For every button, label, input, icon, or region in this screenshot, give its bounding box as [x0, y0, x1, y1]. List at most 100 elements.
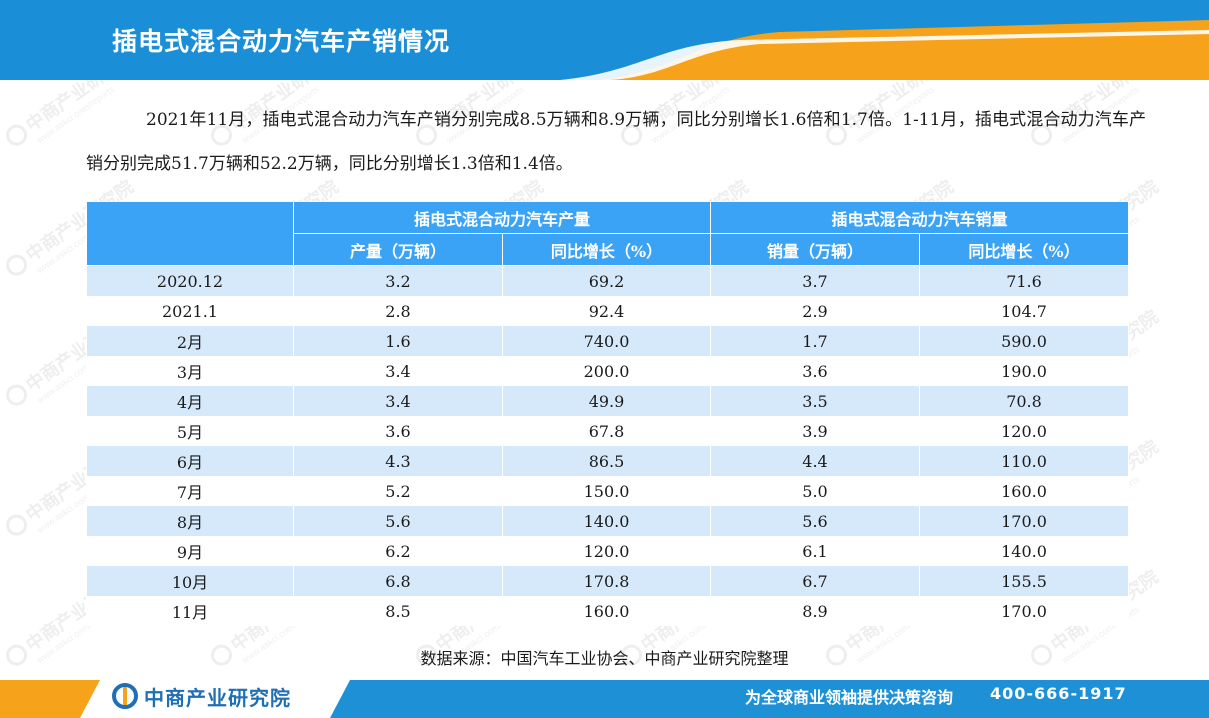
- page-header: 插电式混合动力汽车产销情况: [0, 0, 1209, 80]
- production-growth-cell: 86.5: [502, 446, 711, 476]
- production-volume-cell: 4.3: [293, 446, 503, 476]
- production-growth-cell: 120.0: [502, 536, 711, 566]
- sales-volume-cell: 8.9: [710, 596, 920, 626]
- footer-phone-number: 400-666-1917: [990, 684, 1127, 703]
- production-growth-cell: 200.0: [502, 356, 711, 386]
- table-row: 10月 6.8 170.8 6.7 155.5: [86, 566, 1129, 596]
- sales-growth-cell: 170.0: [919, 596, 1129, 626]
- table-row: 11月 8.5 160.0 8.9 170.0: [86, 596, 1129, 626]
- production-volume-cell: 8.5: [293, 596, 503, 626]
- header-banner-graphic: [0, 0, 1209, 80]
- sales-volume-cell: 5.0: [710, 476, 920, 506]
- row-label: 8月: [86, 506, 294, 536]
- sales-growth-cell: 170.0: [919, 506, 1129, 536]
- footer-slogan: 为全球商业领袖提供决策咨询: [745, 688, 954, 707]
- row-label: 2021.1: [86, 296, 294, 326]
- watermark-logo-icon: [6, 384, 28, 406]
- group-header-sales: 插电式混合动力汽车销量: [710, 201, 1129, 234]
- row-label: 7月: [86, 476, 294, 506]
- sub-header-sales-growth: 同比增长（%）: [919, 233, 1129, 266]
- production-volume-cell: 6.2: [293, 536, 503, 566]
- page-title: 插电式混合动力汽车产销情况: [112, 27, 451, 56]
- company-logo-icon: [112, 683, 138, 709]
- group-header-production: 插电式混合动力汽车产量: [293, 201, 711, 234]
- row-label: 4月: [86, 386, 294, 416]
- sub-header-production-growth: 同比增长（%）: [502, 233, 711, 266]
- watermark-logo-icon: [6, 514, 28, 536]
- sales-volume-cell: 5.6: [710, 506, 920, 536]
- production-volume-cell: 3.4: [293, 386, 503, 416]
- sales-growth-cell: 104.7: [919, 296, 1129, 326]
- row-label: 6月: [86, 446, 294, 476]
- production-growth-cell: 170.8: [502, 566, 711, 596]
- data-source-note: 数据来源：中国汽车工业协会、中商产业研究院整理: [420, 649, 789, 668]
- table-sub-header-row: 产量（万辆） 同比增长（%） 销量（万辆） 同比增长（%）: [87, 233, 1129, 266]
- table-body: 2020.12 3.2 69.2 3.7 71.6 2021.1 2.8 92.4 2.9 104…: [86, 265, 1129, 626]
- production-growth-cell: 150.0: [502, 476, 711, 506]
- production-volume-cell: 3.4: [293, 356, 503, 386]
- intro-paragraph: 2021年11月，插电式混合动力汽车产销分别完成8.5万辆和8.9万辆，同比分别…: [86, 110, 1146, 174]
- sales-volume-cell: 6.1: [710, 536, 920, 566]
- production-growth-cell: 160.0: [502, 596, 711, 626]
- table-row: 6月 4.3 86.5 4.4 110.0: [86, 446, 1129, 476]
- sales-volume-cell: 2.9: [710, 296, 920, 326]
- sales-volume-cell: 3.5: [710, 386, 920, 416]
- data-table-wrapper: 插电式混合动力汽车产量 插电式混合动力汽车销量 产量（万辆） 同比增长（%） 销…: [86, 201, 1129, 626]
- row-label: 10月: [86, 566, 294, 596]
- row-label: 2月: [86, 326, 294, 356]
- company-logo: 中商产业研究院: [112, 683, 291, 710]
- production-volume-cell: 6.8: [293, 566, 503, 596]
- sales-growth-cell: 70.8: [919, 386, 1129, 416]
- row-label: 11月: [86, 596, 294, 626]
- sub-header-production-volume: 产量（万辆）: [293, 233, 503, 266]
- sales-growth-cell: 110.0: [919, 446, 1129, 476]
- watermark-logo-icon: [6, 254, 28, 276]
- table-row: 2月 1.6 740.0 1.7 590.0: [86, 326, 1129, 356]
- row-label: 9月: [86, 536, 294, 566]
- sales-growth-cell: 140.0: [919, 536, 1129, 566]
- production-growth-cell: 69.2: [502, 265, 711, 296]
- table-corner-header: [86, 201, 294, 266]
- table-row: 4月 3.4 49.9 3.5 70.8: [86, 386, 1129, 416]
- table-row: 2020.12 3.2 69.2 3.7 71.6: [86, 265, 1129, 296]
- production-volume-cell: 3.2: [293, 265, 503, 296]
- table-row: 7月 5.2 150.0 5.0 160.0: [86, 476, 1129, 506]
- sales-growth-cell: 71.6: [919, 265, 1129, 296]
- production-volume-cell: 1.6: [293, 326, 503, 356]
- production-growth-cell: 740.0: [502, 326, 711, 356]
- sales-volume-cell: 1.7: [710, 326, 920, 356]
- table-row: 2021.1 2.8 92.4 2.9 104.7: [86, 296, 1129, 326]
- sales-volume-cell: 3.6: [710, 356, 920, 386]
- production-volume-cell: 5.6: [293, 506, 503, 536]
- sales-volume-cell: 3.7: [710, 265, 920, 296]
- table-row: 8月 5.6 140.0 5.6 170.0: [86, 506, 1129, 536]
- watermark-logo-icon: [6, 124, 28, 146]
- sales-volume-cell: 6.7: [710, 566, 920, 596]
- production-growth-cell: 67.8: [502, 416, 711, 446]
- footer-banner-graphic: [0, 680, 1209, 718]
- sales-growth-cell: 590.0: [919, 326, 1129, 356]
- sales-growth-cell: 155.5: [919, 566, 1129, 596]
- production-volume-cell: 5.2: [293, 476, 503, 506]
- production-growth-cell: 140.0: [502, 506, 711, 536]
- sales-volume-cell: 3.9: [710, 416, 920, 446]
- production-volume-cell: 2.8: [293, 296, 503, 326]
- data-table: 插电式混合动力汽车产量 插电式混合动力汽车销量 产量（万辆） 同比增长（%） 销…: [86, 201, 1129, 626]
- sales-growth-cell: 160.0: [919, 476, 1129, 506]
- row-label: 3月: [86, 356, 294, 386]
- sales-volume-cell: 4.4: [710, 446, 920, 476]
- sales-growth-cell: 190.0: [919, 356, 1129, 386]
- production-volume-cell: 3.6: [293, 416, 503, 446]
- page-footer: [0, 680, 1209, 718]
- company-logo-text: 中商产业研究院: [144, 685, 291, 710]
- sales-growth-cell: 120.0: [919, 416, 1129, 446]
- table-row: 9月 6.2 120.0 6.1 140.0: [86, 536, 1129, 566]
- row-label: 5月: [86, 416, 294, 446]
- table-row: 5月 3.6 67.8 3.9 120.0: [86, 416, 1129, 446]
- row-label: 2020.12: [86, 265, 294, 296]
- production-growth-cell: 92.4: [502, 296, 711, 326]
- production-growth-cell: 49.9: [502, 386, 711, 416]
- table-row: 3月 3.4 200.0 3.6 190.0: [86, 356, 1129, 386]
- table-group-header-row: 插电式混合动力汽车产量 插电式混合动力汽车销量: [86, 201, 1129, 266]
- sub-header-sales-volume: 销量（万辆）: [710, 233, 920, 266]
